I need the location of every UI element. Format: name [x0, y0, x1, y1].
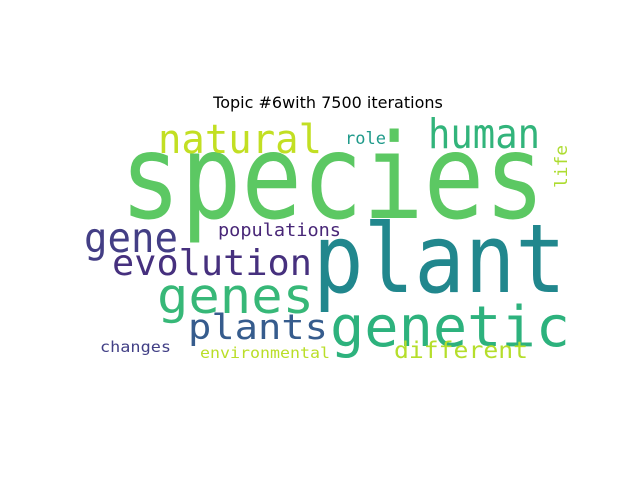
word-natural: natural	[158, 117, 322, 163]
chart-title: Topic #6with 7500 iterations	[213, 93, 443, 112]
word-genetic: genetic	[330, 295, 570, 360]
word-species: species	[120, 108, 545, 246]
word-plant: plant	[313, 205, 566, 315]
word-genes: genes	[157, 268, 314, 325]
word-populations: populations	[218, 220, 341, 241]
word-human: human	[428, 110, 540, 158]
word-plants: plants	[188, 308, 328, 348]
word-evolution: evolution	[112, 243, 312, 284]
word-life: life	[552, 145, 572, 188]
word-gene: gene	[84, 214, 178, 262]
word-role: role	[345, 129, 386, 149]
word-different: different	[394, 338, 528, 364]
word-changes: changes	[100, 338, 171, 356]
word-environmental: environmental	[200, 344, 330, 362]
